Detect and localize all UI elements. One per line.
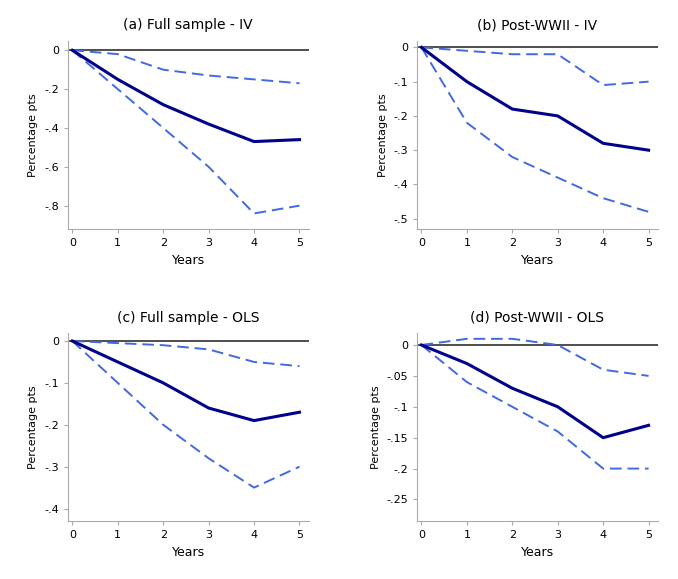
Y-axis label: Percentage pts: Percentage pts bbox=[378, 93, 388, 177]
Title: (b) Post-WWII - IV: (b) Post-WWII - IV bbox=[477, 19, 597, 32]
X-axis label: Years: Years bbox=[521, 545, 554, 559]
X-axis label: Years: Years bbox=[172, 545, 205, 559]
Y-axis label: Percentage pts: Percentage pts bbox=[28, 93, 39, 177]
Title: (a) Full sample - IV: (a) Full sample - IV bbox=[123, 19, 253, 32]
X-axis label: Years: Years bbox=[521, 254, 554, 266]
Title: (c) Full sample - OLS: (c) Full sample - OLS bbox=[117, 310, 260, 325]
Y-axis label: Percentage pts: Percentage pts bbox=[28, 385, 39, 468]
X-axis label: Years: Years bbox=[172, 254, 205, 266]
Y-axis label: Percentage pts: Percentage pts bbox=[371, 385, 380, 468]
Title: (d) Post-WWII - OLS: (d) Post-WWII - OLS bbox=[471, 310, 604, 325]
